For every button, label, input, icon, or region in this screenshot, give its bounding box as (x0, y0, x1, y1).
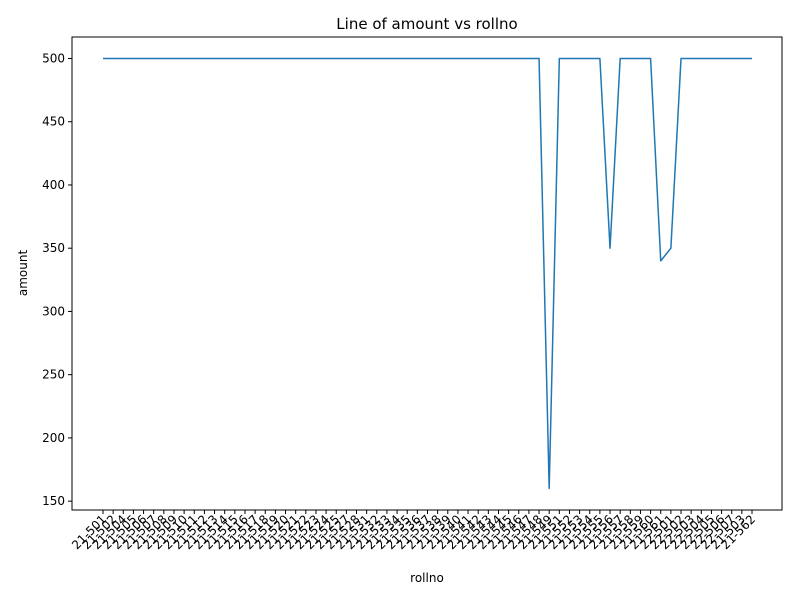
y-tick-label: 250 (42, 368, 65, 382)
y-tick-label: 150 (42, 494, 65, 508)
y-tick-label: 400 (42, 178, 65, 192)
y-axis: 150 200 250 300 350 400 450 500 (42, 52, 72, 508)
y-tick-label: 200 (42, 431, 65, 445)
chart-title: Line of amount vs rollno (336, 15, 517, 33)
series-line-amount (103, 57, 752, 490)
y-tick-label: 450 (42, 115, 65, 129)
y-tick-label: 300 (42, 304, 65, 318)
plot-area (103, 57, 752, 490)
y-axis-label: amount (16, 250, 30, 297)
plot-frame (71, 36, 783, 511)
x-axis-label: rollno (410, 571, 444, 585)
x-axis: 21-50121-50221-50421-50521-50621-50721-5… (69, 510, 758, 552)
y-tick-label: 500 (42, 52, 65, 66)
y-tick-label: 350 (42, 241, 65, 255)
